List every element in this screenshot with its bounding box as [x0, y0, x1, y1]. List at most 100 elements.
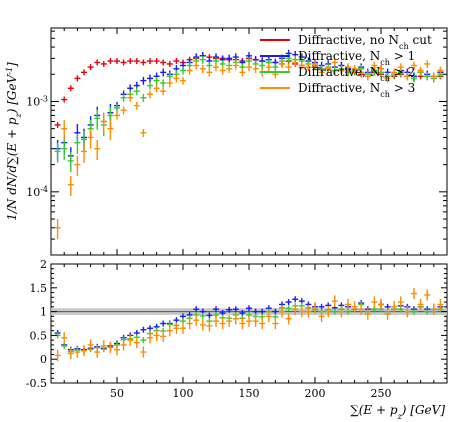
data-point — [100, 112, 107, 133]
ratio-point — [226, 306, 233, 313]
ratio-point — [305, 305, 312, 318]
data-point — [424, 72, 431, 81]
ratio-point — [206, 312, 213, 319]
data-point — [411, 61, 417, 70]
ratio-point — [67, 347, 74, 360]
legend-label: Diffractive, Nch > 1 — [298, 49, 415, 67]
data-point — [153, 58, 160, 65]
data-point — [61, 139, 68, 161]
data-point — [199, 65, 206, 73]
x-tick-label: 50 — [110, 387, 124, 400]
data-point — [193, 61, 200, 70]
data-point — [318, 68, 325, 77]
data-point — [153, 84, 160, 93]
data-point — [305, 63, 312, 72]
legend-entry-diffractive-n-ch-3: Diffractive, Nch > 3 — [260, 81, 415, 99]
data-point — [147, 58, 153, 65]
ratio-point — [285, 313, 292, 325]
data-point — [417, 66, 424, 75]
ratio-point — [232, 306, 239, 313]
series-diffractive-n-ch-3 — [54, 58, 444, 240]
ratio-point — [193, 314, 200, 326]
x-tick-label: 150 — [239, 387, 260, 400]
ratio-point — [272, 317, 279, 330]
data-point — [140, 93, 147, 102]
data-point — [378, 65, 384, 73]
ratio-point — [61, 342, 68, 349]
legend-entry-diffractive-n-ch-1: Diffractive, Nch > 1 — [260, 49, 415, 67]
data-point — [147, 81, 153, 90]
data-point — [364, 72, 371, 81]
data-point — [67, 175, 74, 196]
ratio-point — [81, 344, 87, 357]
data-point — [81, 142, 87, 163]
data-point — [127, 93, 134, 102]
data-point — [74, 75, 81, 82]
ratio-point — [74, 346, 81, 358]
ratio-point — [404, 305, 411, 318]
data-point — [259, 61, 266, 70]
ratio-point — [351, 301, 358, 313]
data-point — [107, 58, 114, 65]
ratio-point — [180, 322, 186, 334]
ratio-point — [259, 317, 266, 330]
data-point — [61, 96, 68, 103]
ratio-point — [252, 315, 259, 327]
legend-label: Diffractive, Nch > 2 — [298, 65, 415, 83]
data-point — [199, 55, 206, 64]
ratio-tick-label: 1 — [40, 306, 47, 319]
ratio-point — [147, 332, 153, 344]
data-point — [279, 60, 285, 69]
ratio-tick-label: -0.5 — [26, 377, 47, 390]
data-point — [298, 61, 305, 70]
y-axis-title: 1/N dN/d∑(E + pz) [GeV-1] — [5, 62, 23, 221]
ratio-point — [259, 308, 266, 315]
data-point — [54, 219, 61, 240]
legend-entry-diffractive-no-n-ch-cut: Diffractive, no Nch cut — [260, 33, 432, 51]
data-point — [252, 65, 259, 73]
x-tick-label: 250 — [371, 387, 392, 400]
data-point — [74, 133, 81, 154]
ratio-point — [87, 339, 94, 351]
ratio-tick-label: 0.5 — [30, 329, 48, 342]
data-point — [331, 66, 338, 75]
ratio-point — [338, 305, 345, 318]
data-point — [206, 61, 213, 70]
ratio-point — [358, 303, 365, 315]
ratio-series-diffractive-n-ch-3 — [54, 287, 444, 362]
ratio-point — [120, 339, 127, 351]
data-point — [133, 58, 140, 65]
ratio-point — [160, 330, 167, 343]
ratio-point — [424, 289, 431, 301]
ratio-point — [345, 298, 351, 311]
data-point — [437, 66, 444, 75]
ratio-point — [331, 308, 338, 315]
data-point — [160, 79, 167, 88]
data-point — [133, 101, 140, 110]
ratio-point — [285, 305, 292, 312]
ratio-point — [147, 325, 153, 332]
data-point — [285, 63, 292, 72]
x-axis-title: ∑(E + pz) [GeV] — [350, 403, 445, 421]
data-point — [430, 72, 437, 81]
ratio-point — [265, 310, 272, 323]
data-point — [166, 60, 173, 67]
data-point — [180, 66, 186, 75]
ratio-point — [199, 312, 206, 319]
data-point — [345, 63, 351, 72]
ratio-point — [61, 332, 68, 344]
ratio-tick-label: 2 — [40, 258, 47, 271]
ratio-point — [173, 322, 180, 334]
data-point — [213, 63, 219, 72]
data-point — [127, 58, 134, 65]
ratio-point — [219, 317, 226, 330]
data-point — [338, 66, 345, 75]
ratio-point — [292, 303, 299, 315]
data-point — [94, 139, 101, 161]
data-point — [232, 61, 239, 70]
ratio-point — [107, 341, 114, 354]
data-point — [226, 54, 233, 63]
ratio-point — [206, 320, 213, 332]
data-point — [173, 58, 180, 65]
